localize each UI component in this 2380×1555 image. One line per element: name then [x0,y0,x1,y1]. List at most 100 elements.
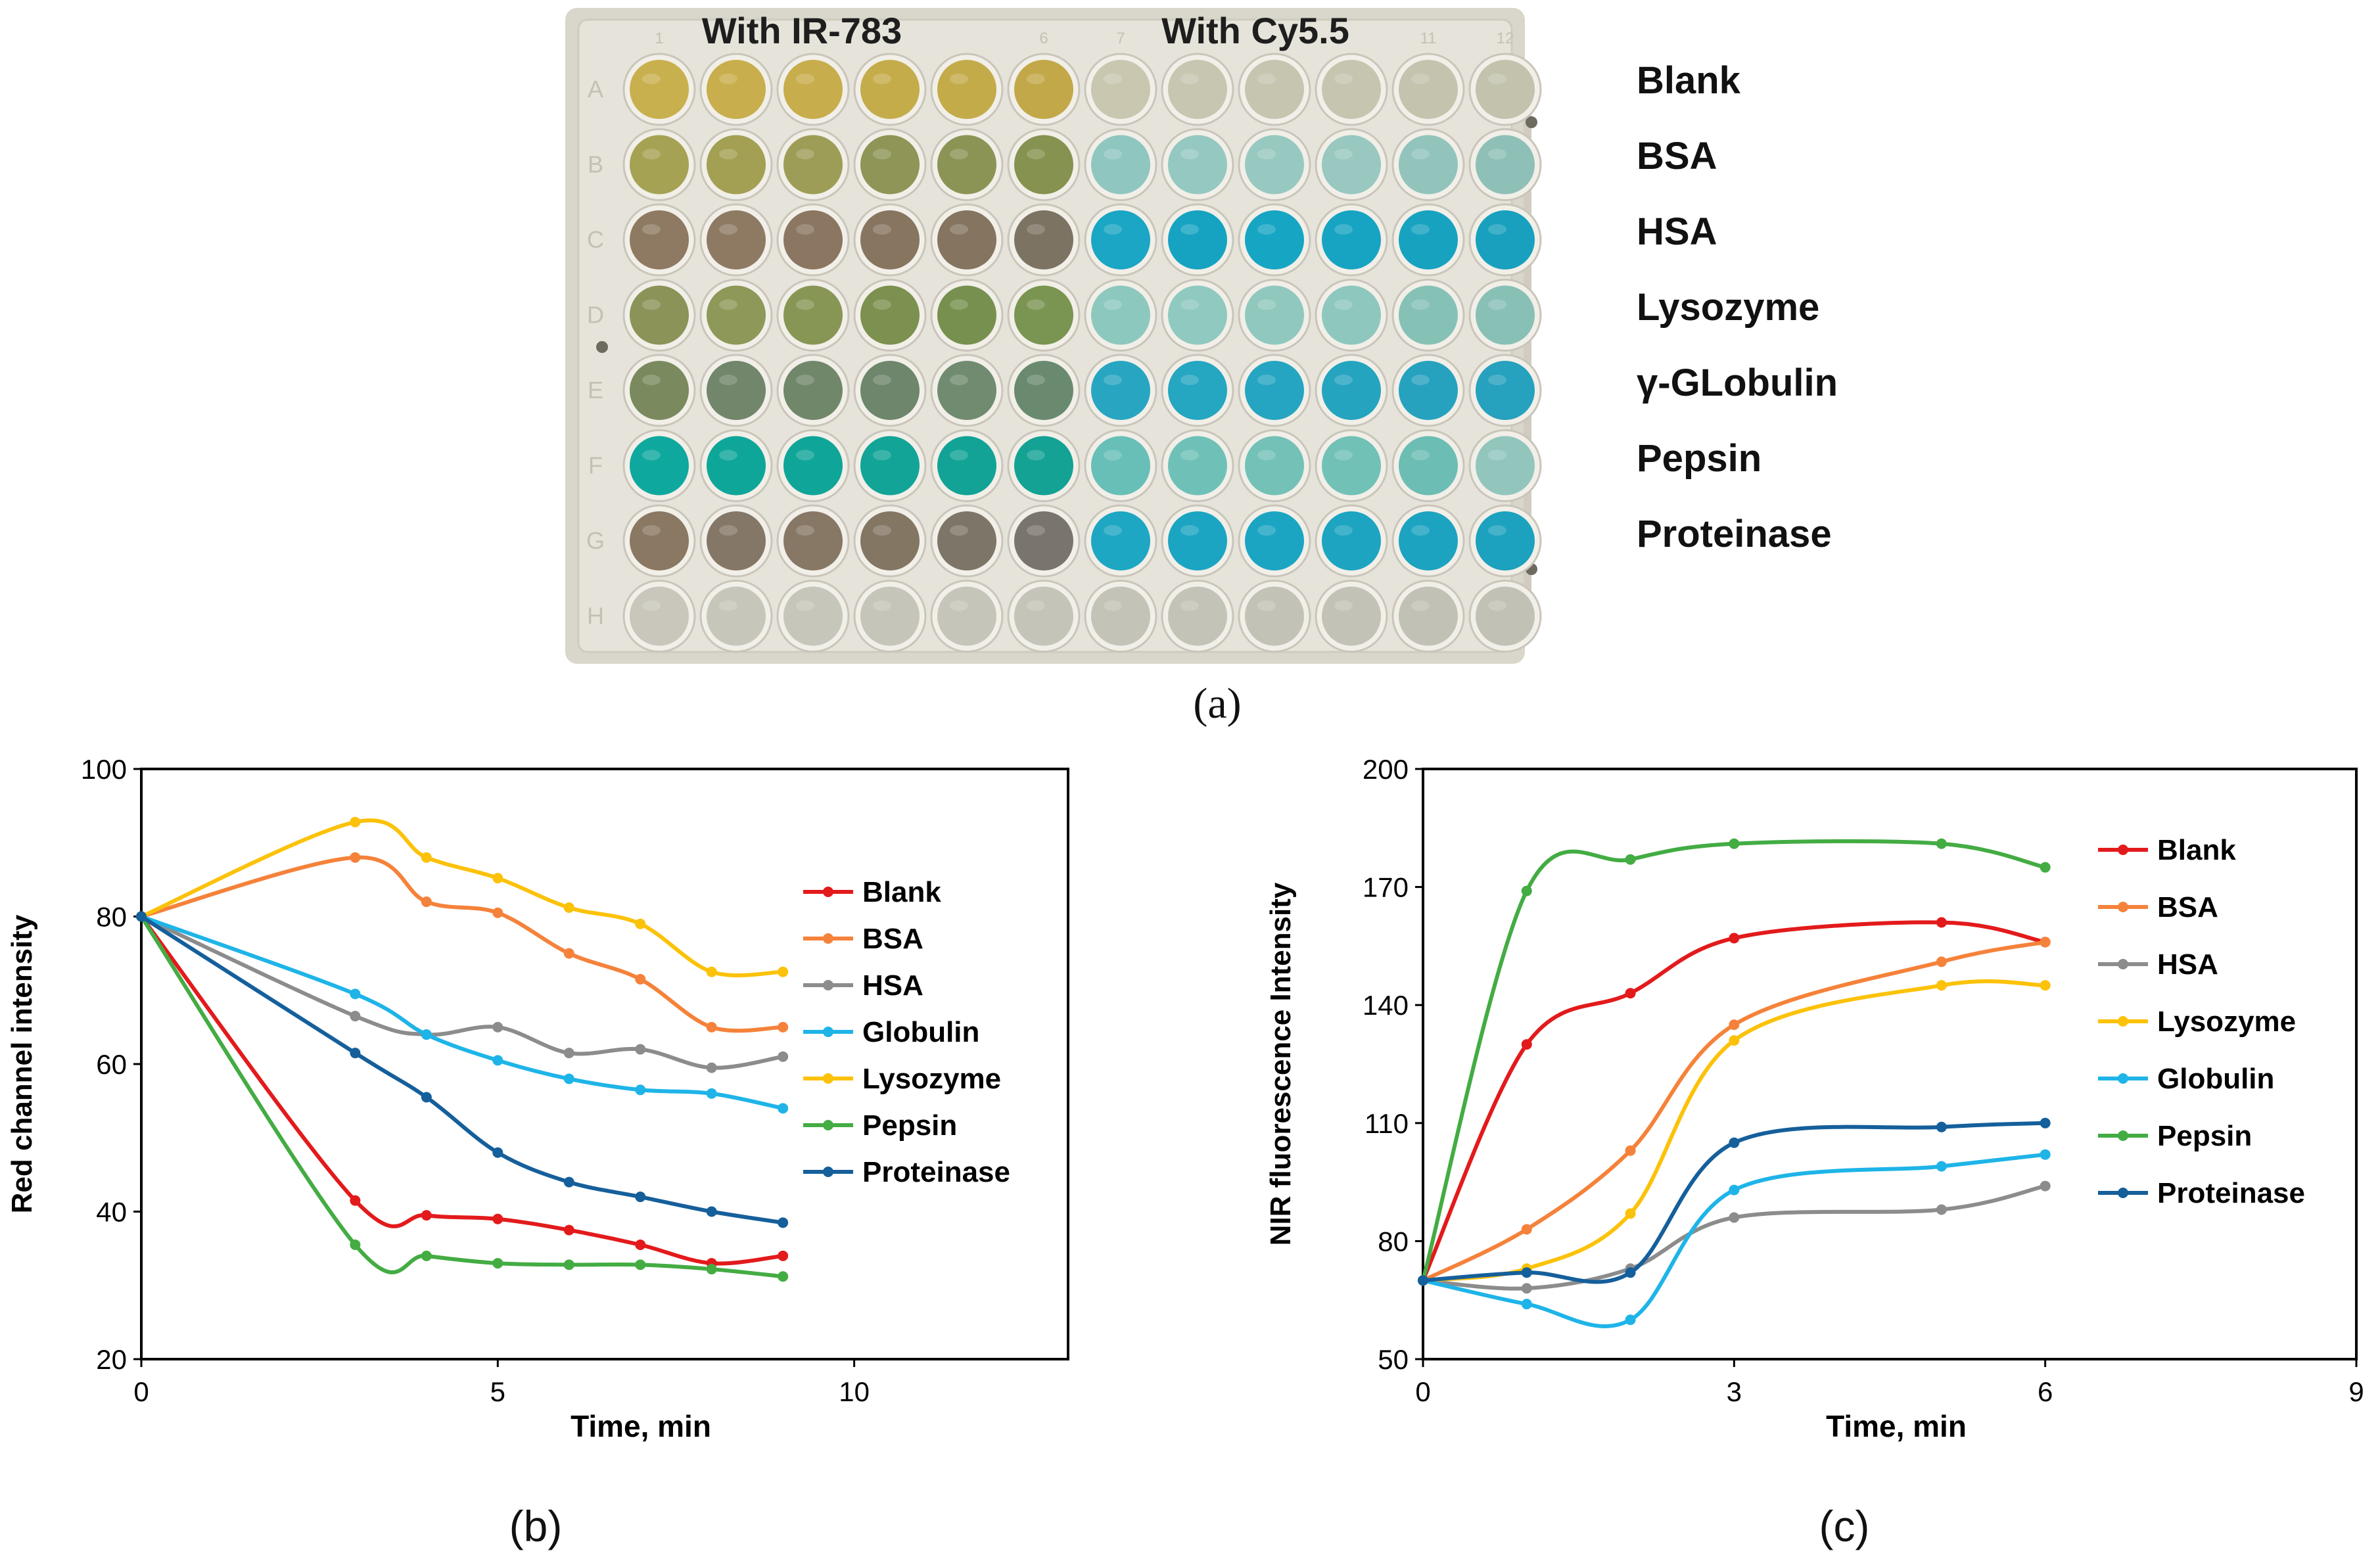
well-highlight [950,450,968,461]
well [1245,285,1304,345]
x-axis-label: Time, min [1826,1409,1967,1443]
data-point [706,966,717,977]
well-highlight [1488,375,1506,385]
well [1168,511,1227,570]
legend-label: Globulin [2157,1063,2274,1095]
legend-marker [2118,959,2128,969]
well-highlight [1180,149,1199,160]
data-point [2040,1180,2051,1192]
data-point [635,918,646,929]
y-tick-label: 50 [1378,1344,1409,1375]
well-highlight [796,299,814,310]
well-highlight [642,224,661,235]
well [1476,511,1535,570]
well [1322,135,1381,195]
well-highlight [1180,600,1199,611]
x-tick-label: 9 [2348,1376,2364,1407]
well [783,511,843,570]
legend-label: Lysozyme [2157,1006,2296,1038]
data-point [563,1224,574,1236]
data-point [1521,1224,1532,1235]
well [1091,60,1150,119]
well-highlight [719,375,737,385]
data-point [563,902,574,914]
well [707,436,766,496]
legend-label: Pepsin [2157,1120,2252,1152]
well-highlight [1257,149,1276,160]
well-highlight [1334,149,1353,160]
legend-label: BSA [862,923,923,955]
data-point [1625,1267,1636,1278]
data-point [563,1073,574,1084]
well [1399,511,1458,570]
well-highlight [796,224,814,235]
well-highlight [1411,450,1430,461]
legend-marker [2118,902,2128,912]
y-tick-label: 40 [96,1197,127,1228]
row-label: HSA [1637,210,1717,253]
plate-col-numbers: 1 6 7 11 12 [655,30,1514,47]
data-point [2040,980,2051,991]
data-point [1418,1275,1428,1286]
well-highlight [642,525,661,536]
row-letter: E [588,377,603,404]
well [1399,135,1458,195]
well [860,586,920,646]
well [1399,361,1458,420]
y-axis-label: Red channel intensity [6,914,38,1213]
well-highlight [642,375,661,385]
well [1245,210,1304,269]
well-highlight [1257,600,1276,611]
well [1168,210,1227,269]
y-tick-label: 20 [96,1344,127,1375]
well-highlight [1334,600,1353,611]
well [707,586,766,646]
well-highlight [950,149,968,160]
data-point [492,1055,503,1066]
data-point [2040,1149,2051,1160]
well [860,60,920,119]
series-line [140,914,783,1111]
legend-marker [2118,845,2128,855]
data-point [1729,1137,1740,1148]
well [1091,135,1150,195]
legend-label: Lysozyme [862,1063,1001,1095]
well-highlight [1488,224,1506,235]
data-point [635,1192,646,1203]
well [860,511,920,570]
data-point [706,1088,717,1099]
data-point [350,1240,361,1251]
well [1245,60,1304,119]
well-highlight [1334,224,1353,235]
well-highlight [642,450,661,461]
legend-marker [823,980,833,990]
x-tick-label: 3 [1727,1376,1742,1407]
x-tick-label: 0 [133,1376,149,1407]
well [1476,210,1535,269]
data-point [492,1213,503,1224]
well-highlight [873,375,891,385]
plate-wells [622,53,1542,653]
row-letter: G [586,527,605,554]
data-point [350,1195,361,1206]
well [1399,436,1458,496]
data-point [706,1206,717,1217]
well-highlight [719,600,737,611]
well [1322,60,1381,119]
y-tick-label: 200 [1363,754,1409,785]
well [1476,436,1535,496]
plate-hole [596,341,608,353]
legend-label: Proteinase [2157,1177,2305,1209]
well-highlight [642,600,661,611]
well-highlight [1257,375,1276,385]
legend-marker [2118,1016,2128,1027]
well-highlight [1180,224,1199,235]
well [707,285,766,345]
col-number: 7 [1116,30,1125,47]
data-point [563,1176,574,1188]
well-highlight [1027,450,1045,461]
legend-marker [2118,1073,2128,1084]
series-line [141,855,783,1033]
data-point [492,1258,503,1269]
